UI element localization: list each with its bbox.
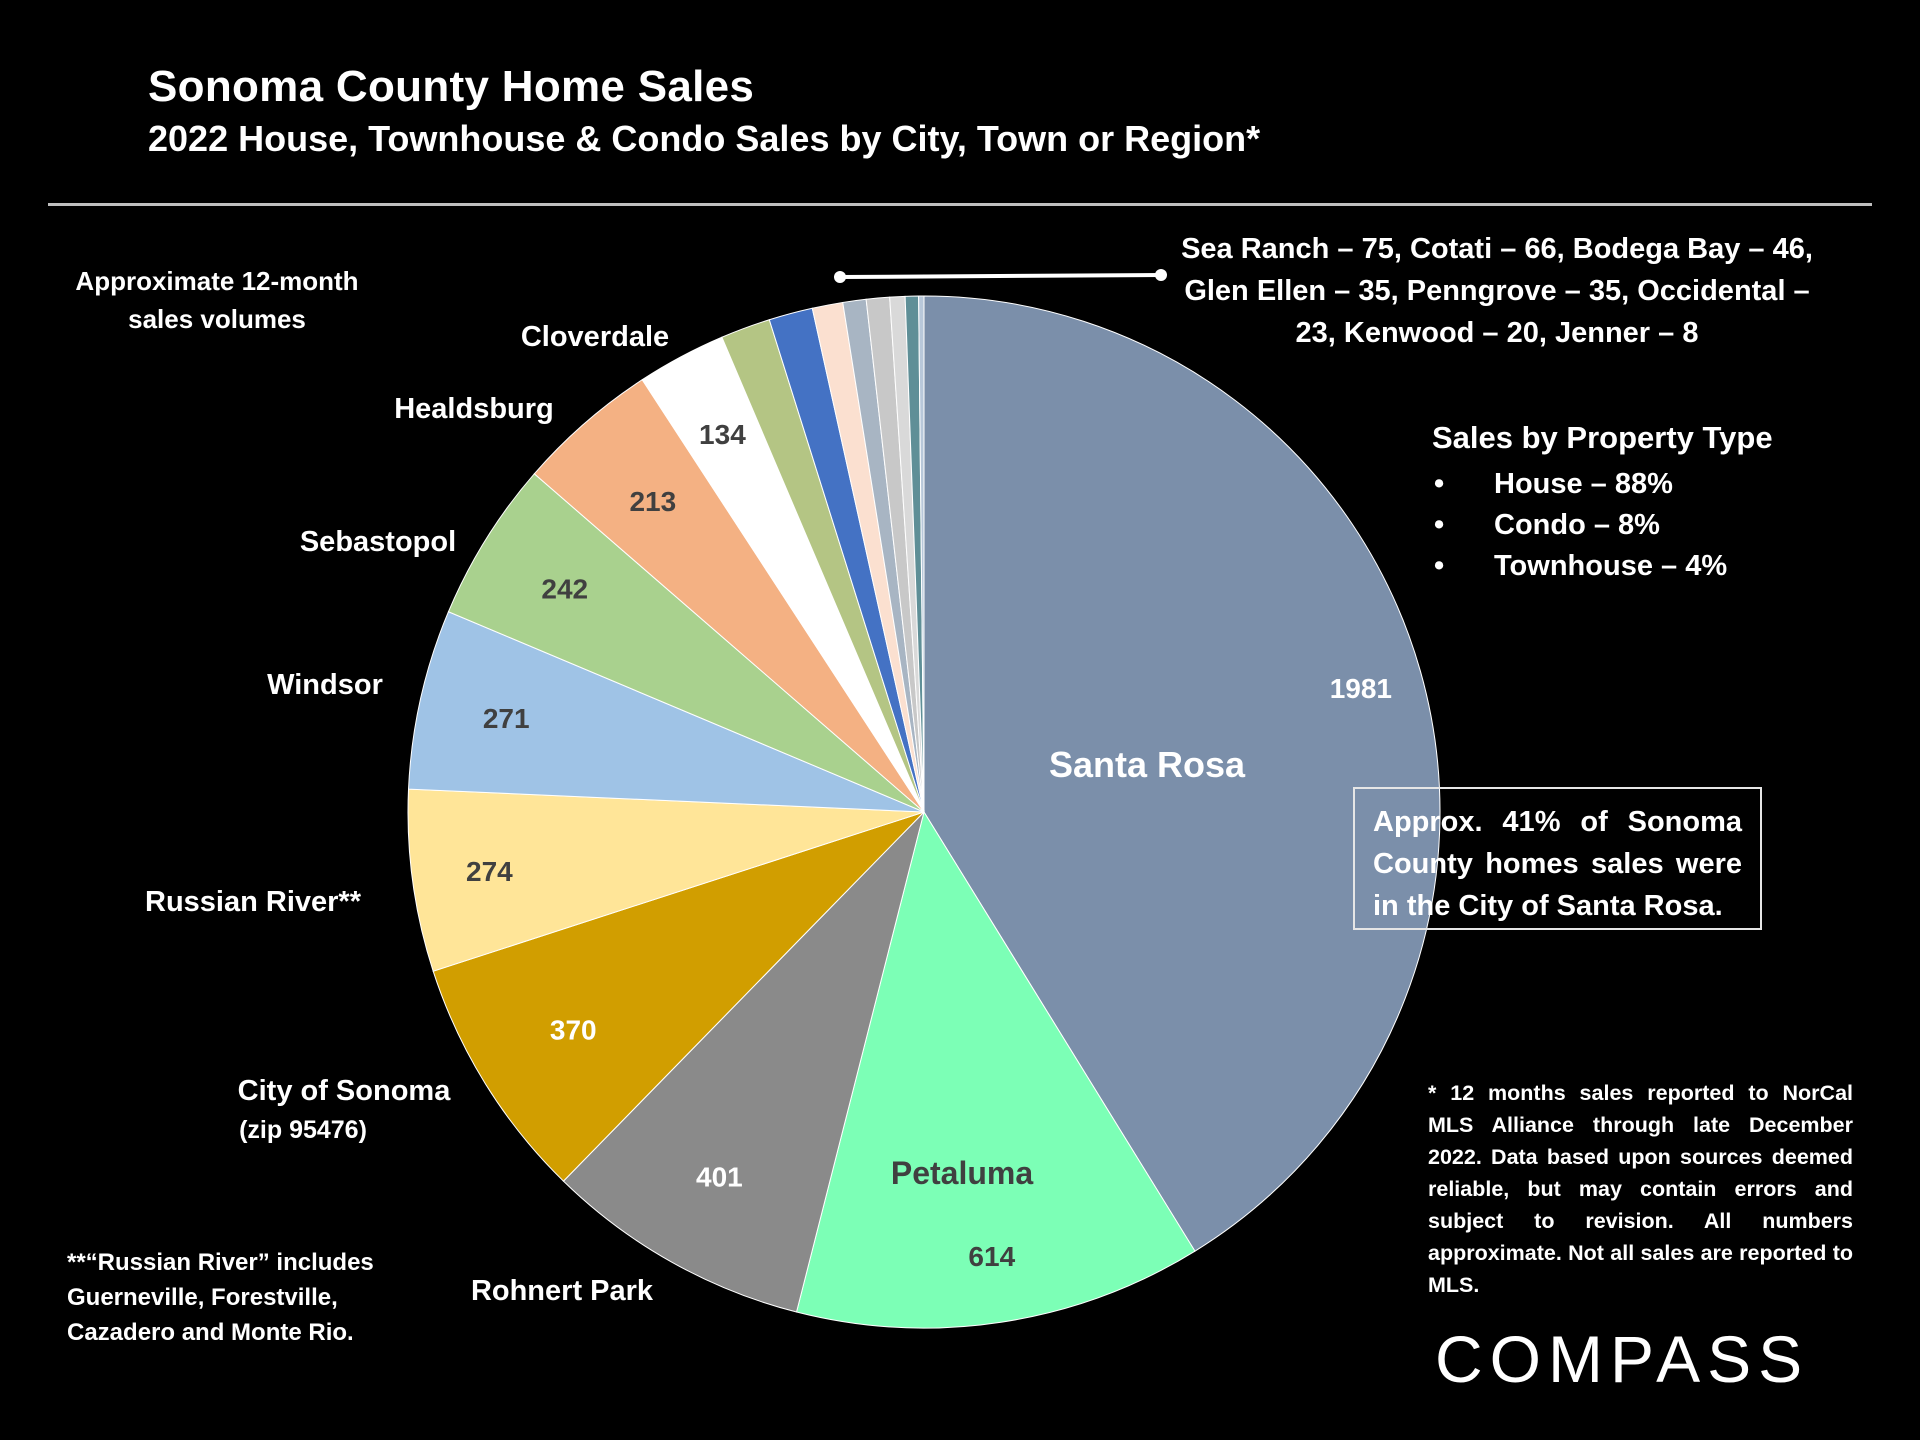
- category-label-petaluma: Petaluma: [891, 1155, 1033, 1191]
- property-type-item: Townhouse – 4%: [1432, 546, 1773, 587]
- santa-rosa-callout: Approx. 41% of Sonoma County homes sales…: [1353, 787, 1762, 930]
- small-cities-leader-line: [834, 269, 1167, 283]
- data-label-healdsburg: 213: [629, 486, 676, 517]
- chart-subtitle: 2022 House, Townhouse & Condo Sales by C…: [148, 118, 1261, 159]
- property-type-heading: Sales by Property Type: [1432, 420, 1773, 455]
- data-label-windsor: 271: [483, 703, 530, 734]
- russian-river-footnote: **“Russian River” includes Guerneville, …: [67, 1249, 374, 1346]
- pie-slice-city-of-sonoma: [432, 811, 925, 1182]
- property-type-item: House – 88%: [1432, 464, 1773, 505]
- data-source-footnote: * 12 months sales reported to NorCal MLS…: [1428, 1081, 1853, 1297]
- data-label-cloverdale: 134: [699, 419, 746, 450]
- sales-volume-note: Approximate 12-month sales volumes: [75, 266, 359, 334]
- category-label-cloverdale: Cloverdale: [521, 321, 669, 353]
- pie-slice-windsor: [407, 611, 925, 813]
- category-label-healdsburg: Healdsburg: [394, 393, 554, 425]
- compass-logo: COMPASS: [1435, 1322, 1809, 1396]
- chart-title: Sonoma County Home Sales: [148, 62, 755, 111]
- pie-slice-jenner: [918, 295, 925, 813]
- header-divider: [48, 203, 1872, 206]
- category-sublabel-city-of-sonoma: (zip 95476): [239, 1116, 367, 1144]
- compass-logo-text: COMPASS: [1435, 1322, 1809, 1396]
- property-type-panel: Sales by Property Type House – 88% Condo…: [1432, 420, 1773, 587]
- pie-slice-russian-river: [407, 788, 925, 972]
- category-label-russian-river: Russian River**: [145, 886, 362, 918]
- category-label-windsor: Windsor: [267, 669, 383, 701]
- data-label-petaluma: 614: [968, 1241, 1015, 1272]
- small-cities-annotation: Sea Ranch – 75, Cotati – 66, Bodega Bay …: [1181, 233, 1813, 349]
- data-label-santa-rosa: 1981: [1330, 673, 1392, 704]
- category-label-sebastopol: Sebastopol: [300, 526, 456, 558]
- category-label-santa-rosa: Santa Rosa: [1049, 744, 1246, 785]
- data-label-rohnert-park: 401: [696, 1161, 743, 1192]
- pie-slice-rohnert-park: [562, 810, 925, 1313]
- data-label-russian-river: 274: [466, 856, 513, 887]
- category-label-rohnert-park: Rohnert Park: [471, 1275, 654, 1307]
- data-label-city-of-sonoma: 370: [550, 1015, 597, 1046]
- category-label-city-of-sonoma: City of Sonoma: [238, 1075, 452, 1107]
- data-label-sebastopol: 242: [541, 573, 588, 604]
- pie-slice-santa-rosa: [923, 295, 1441, 1252]
- property-type-list: House – 88% Condo – 8% Townhouse – 4%: [1432, 464, 1773, 587]
- pie-slice-petaluma: [795, 810, 1196, 1329]
- pie-slice-sebastopol: [447, 473, 925, 813]
- property-type-item: Condo – 8%: [1432, 505, 1773, 546]
